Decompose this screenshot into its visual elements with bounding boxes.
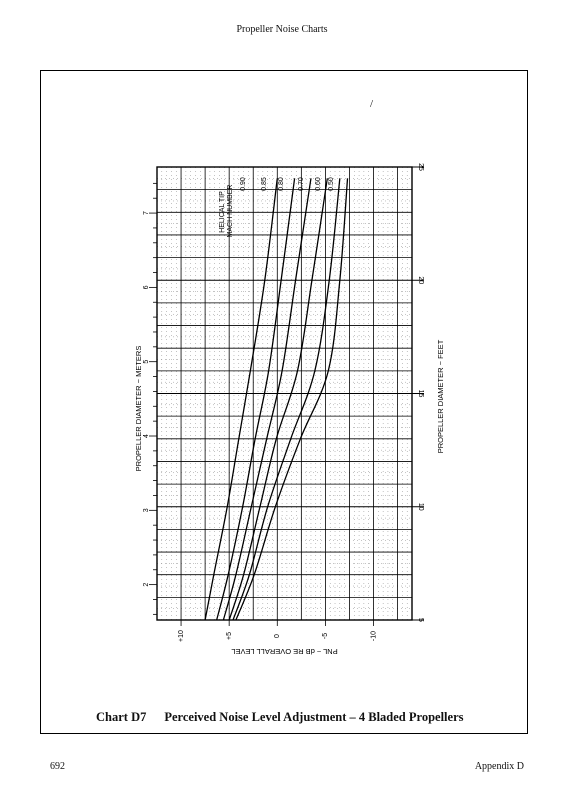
series-label-0-60: 0.60 xyxy=(315,177,322,191)
feet-tick-label: 25 xyxy=(417,163,424,171)
series-line-0-70 xyxy=(228,178,328,621)
series-label-0-70: 0.70 xyxy=(298,177,305,191)
series-layer xyxy=(204,178,349,621)
series-label-0-90: 0.90 xyxy=(240,177,247,191)
page-number: 692 xyxy=(50,761,65,772)
series-line-0-90 xyxy=(204,178,278,621)
legend-title-line: HELICAL TIP xyxy=(219,191,226,233)
series-label-0-80: 0.80 xyxy=(278,177,285,191)
meter-tick-label: 6 xyxy=(143,285,150,289)
meter-tick-label: 3 xyxy=(143,508,150,512)
pnl-tick-label: 0 xyxy=(274,634,281,638)
pnl-tick-label: +5 xyxy=(226,632,233,640)
label-layer: 2 3 4 5 6 7 5 10 15 20 25 +10 +5 0 -5 -10 PROPELLER DIAM… xyxy=(134,163,445,656)
chart-caption-text: Perceived Noise Level Adjustment – 4 Bla… xyxy=(164,710,464,724)
pnl-tick-label: -10 xyxy=(370,631,377,641)
meter-tick-label: 7 xyxy=(143,211,150,215)
feet-tick-label: 10 xyxy=(417,503,424,511)
meter-tick-label: 4 xyxy=(143,434,150,438)
legend-title-line: MACH NUMBER xyxy=(227,185,234,238)
pnl-tick-label: -5 xyxy=(322,633,329,639)
chart-caption: Chart D7 Perceived Noise Level Adjustment… xyxy=(96,710,464,725)
page-header-title: Propeller Noise Charts xyxy=(236,24,328,35)
meter-tick-label: 5 xyxy=(143,360,150,364)
tick-layer xyxy=(149,166,424,626)
feet-tick-label: 15 xyxy=(417,390,424,398)
series-label-0-85: 0.85 xyxy=(261,177,268,191)
chart-caption-label: Chart D7 xyxy=(96,710,147,724)
series-line-0-60 xyxy=(232,178,341,621)
series-label-0-50: 0.50 xyxy=(328,177,335,191)
series-line-0-80 xyxy=(222,178,312,621)
left-axis-title: PROPELLER DIAMETER ~ METERS xyxy=(134,346,143,472)
chart-frame xyxy=(40,70,528,734)
grid-layer xyxy=(156,166,413,621)
stray-mark: / xyxy=(370,98,374,110)
meter-tick-label: 2 xyxy=(143,583,150,587)
series-line-0-85 xyxy=(216,178,296,621)
feet-tick-label: 5 xyxy=(417,618,424,622)
series-line-0-50 xyxy=(235,178,349,621)
feet-tick-label: 20 xyxy=(417,276,424,284)
right-axis-title: PROPELLER DIAMETER ~ FEET xyxy=(436,339,445,453)
footer-section: Appendix D xyxy=(474,761,524,772)
bottom-axis-title: PNL ~ dB RE OVERALL LEVEL xyxy=(231,647,337,656)
pnl-tick-label: +10 xyxy=(178,630,185,642)
